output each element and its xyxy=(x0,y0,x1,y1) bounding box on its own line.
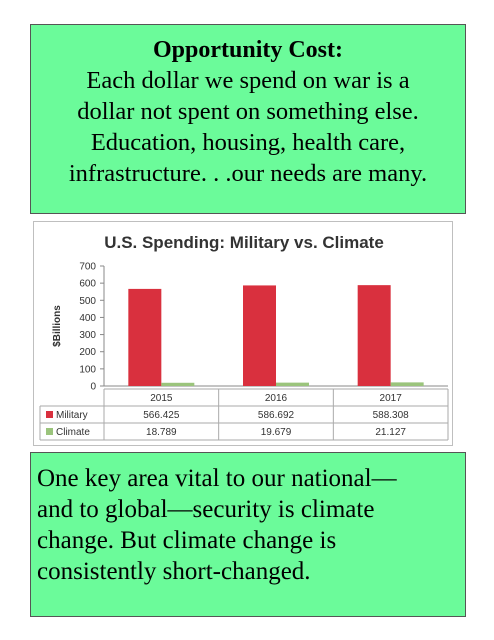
spending-chart-svg: U.S. Spending: Military vs. Climate $Bill… xyxy=(39,233,449,441)
data-label-climate: 21.127 xyxy=(375,427,406,438)
climate-note-box: One key area vital to our national— and … xyxy=(30,452,466,617)
climate-note-line-1: One key area vital to our national— xyxy=(37,465,397,492)
x-tick-label: 2017 xyxy=(380,393,403,404)
y-tick-label: 600 xyxy=(79,279,96,290)
climate-note-line-4: consistently short-changed. xyxy=(37,558,311,585)
bar-climate-2017 xyxy=(390,382,424,386)
opportunity-cost-line-3: Education, housing, health care, xyxy=(90,129,406,156)
opportunity-cost-line-1: Each dollar we spend on war is a xyxy=(86,67,410,94)
bar-climate-2016 xyxy=(276,382,309,386)
opportunity-cost-line-2: dollar not spent on something else. xyxy=(77,98,419,125)
y-tick-label: 200 xyxy=(79,347,96,358)
legend-label-military: Military xyxy=(56,410,88,421)
data-label-climate: 19.679 xyxy=(261,427,292,438)
chart-title: U.S. Spending: Military vs. Climate xyxy=(104,233,384,252)
data-label-military: 566.425 xyxy=(143,410,180,421)
legend-swatch-climate xyxy=(46,428,53,435)
y-tick-label: 500 xyxy=(79,296,96,307)
y-axis-label: $Billions xyxy=(52,305,63,347)
bar-military-2016 xyxy=(243,285,276,386)
climate-note-line-2: and to global—security is climate xyxy=(37,496,375,523)
legend-label-climate: Climate xyxy=(56,427,90,438)
x-tick-label: 2015 xyxy=(150,393,173,404)
y-tick-label: 100 xyxy=(79,364,96,375)
data-label-military: 588.308 xyxy=(373,410,410,421)
bar-military-2017 xyxy=(357,285,391,386)
y-tick-label: 400 xyxy=(79,313,96,324)
x-tick-label: 2016 xyxy=(265,393,288,404)
opportunity-cost-line-4: infrastructure. . .our needs are many. xyxy=(68,160,428,187)
spending-chart: U.S. Spending: Military vs. Climate $Bill… xyxy=(33,221,453,446)
bar-military-2015 xyxy=(128,288,162,386)
bar-climate-2015 xyxy=(161,382,195,386)
y-tick-label: 300 xyxy=(79,330,96,341)
opportunity-cost-box: Opportunity Cost: Each dollar we spend o… xyxy=(30,24,466,214)
data-label-climate: 18.789 xyxy=(146,427,177,438)
y-tick-label: 0 xyxy=(90,382,96,393)
y-tick-label: 700 xyxy=(79,262,96,273)
opportunity-cost-heading: Opportunity Cost: xyxy=(152,37,344,63)
data-label-military: 586.692 xyxy=(258,410,295,421)
legend-swatch-military xyxy=(46,411,53,418)
climate-note-line-3: change. But climate change is xyxy=(37,527,337,554)
